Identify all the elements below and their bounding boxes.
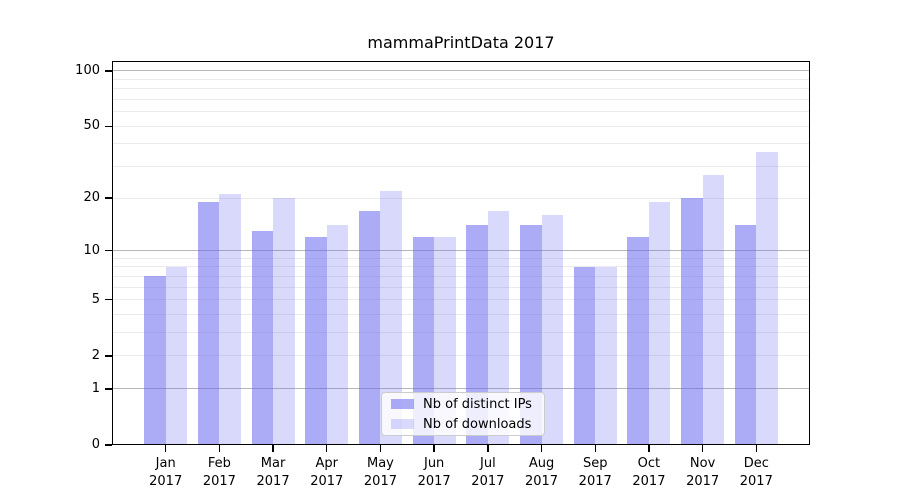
x-tick-label-aug: Aug 2017 bbox=[524, 456, 559, 489]
bar-downloads-feb bbox=[219, 194, 241, 445]
y-tick-label-1: 1 bbox=[91, 380, 100, 396]
y-tick-mark-5 bbox=[105, 299, 112, 301]
chart-title: mammaPrintData 2017 bbox=[367, 33, 555, 52]
y-tick-mark-0 bbox=[105, 444, 112, 446]
minor-gridline-70 bbox=[112, 98, 810, 100]
y-tick-label-5: 5 bbox=[91, 291, 100, 307]
bar-downloads-mar bbox=[273, 198, 295, 445]
bar-distinct-ips-feb bbox=[197, 202, 220, 445]
bar-distinct-ips-aug bbox=[520, 225, 542, 445]
y-tick-label-50: 50 bbox=[83, 118, 100, 134]
bar-downloads-may bbox=[380, 190, 402, 445]
minor-gridline-7 bbox=[112, 275, 810, 277]
y-tick-label-10: 10 bbox=[83, 242, 100, 258]
x-tick-label-feb: Feb 2017 bbox=[202, 456, 236, 489]
x-tick-mark-jul bbox=[487, 445, 489, 452]
bar-distinct-ips-jul bbox=[466, 225, 488, 445]
legend-label-distinct-ips: Nb of distinct IPs bbox=[423, 396, 532, 412]
minor-gridline-80 bbox=[112, 88, 810, 90]
minor-gridline-9 bbox=[112, 257, 810, 259]
x-tick-mark-nov bbox=[701, 445, 704, 452]
legend-row-distinct-ips: Nb of distinct IPs bbox=[391, 397, 544, 412]
x-tick-mark-sep bbox=[594, 445, 596, 452]
x-tick-label-jul: Jul 2017 bbox=[471, 456, 505, 489]
bar-downloads-dec bbox=[756, 152, 778, 445]
x-tick-mark-may bbox=[379, 445, 382, 452]
bar-downloads-nov bbox=[702, 174, 725, 445]
bar-distinct-ips-mar bbox=[251, 231, 274, 445]
x-tick-label-jun: Jun 2017 bbox=[417, 456, 451, 489]
x-tick-mark-mar bbox=[272, 445, 274, 452]
major-gridline-10 bbox=[112, 250, 810, 252]
x-tick-mark-dec bbox=[755, 445, 757, 452]
bar-distinct-ips-nov bbox=[681, 198, 703, 445]
bar-downloads-oct bbox=[648, 202, 671, 445]
x-tick-mark-jan bbox=[164, 445, 167, 452]
bar-distinct-ips-apr bbox=[305, 237, 327, 445]
bar-downloads-jan bbox=[165, 266, 188, 445]
bar-distinct-ips-sep bbox=[573, 266, 596, 445]
bar-distinct-ips-dec bbox=[734, 225, 757, 445]
y-tick-mark-20 bbox=[105, 197, 112, 199]
x-tick-label-oct: Oct 2017 bbox=[632, 456, 666, 489]
minor-gridline-50 bbox=[112, 125, 810, 127]
major-gridline-100 bbox=[112, 70, 810, 72]
y-tick-label-100: 100 bbox=[75, 62, 100, 78]
plot-area: Nb of distinct IPs Nb of downloads 0 1 2 5 1… bbox=[75, 61, 810, 489]
bar-downloads-jul bbox=[487, 210, 510, 445]
y-tick-mark-100 bbox=[105, 70, 112, 72]
minor-gridline-3 bbox=[112, 332, 810, 334]
legend: Nb of distinct IPs Nb of downloads bbox=[381, 392, 545, 436]
legend-label-downloads: Nb of downloads bbox=[423, 416, 532, 432]
y-tick-label-2: 2 bbox=[91, 347, 100, 363]
y-tick-mark-10 bbox=[105, 249, 112, 252]
minor-gridline-4 bbox=[112, 314, 810, 316]
x-tick-mark-oct bbox=[648, 445, 650, 452]
bar-distinct-ips-jan bbox=[144, 276, 166, 445]
minor-gridline-60 bbox=[112, 111, 810, 113]
x-tick-mark-feb bbox=[218, 445, 221, 452]
legend-swatch-distinct-ips bbox=[391, 399, 414, 409]
bar-distinct-ips-oct bbox=[627, 237, 649, 445]
x-tick-label-mar: Mar 2017 bbox=[256, 456, 290, 489]
x-tick-mark-apr bbox=[326, 445, 328, 452]
x-tick-label-nov: Nov 2017 bbox=[686, 456, 720, 489]
minor-gridline-90 bbox=[112, 78, 810, 80]
minor-gridline-6 bbox=[112, 286, 810, 288]
x-tick-label-apr: Apr 2017 bbox=[310, 456, 344, 489]
x-tick-label-sep: Sep 2017 bbox=[578, 456, 612, 489]
minor-gridline-2 bbox=[112, 355, 810, 357]
x-tick-mark-aug bbox=[540, 445, 543, 452]
y-tick-label-0: 0 bbox=[91, 437, 100, 452]
minor-gridline-8 bbox=[112, 266, 810, 268]
x-tick-mark-jun bbox=[433, 445, 435, 452]
bar-downloads-apr bbox=[326, 225, 349, 445]
minor-gridline-20 bbox=[112, 197, 810, 199]
x-tick-label-may: May 2017 bbox=[363, 456, 397, 489]
x-tick-label-dec: Dec 2017 bbox=[739, 456, 773, 489]
y-tick-mark-2 bbox=[105, 355, 112, 357]
major-gridline-1 bbox=[112, 388, 810, 390]
y-tick-label-20: 20 bbox=[83, 190, 100, 206]
legend-row-downloads: Nb of downloads bbox=[391, 417, 544, 432]
minor-gridline-5 bbox=[112, 299, 810, 301]
minor-gridline-40 bbox=[112, 143, 810, 145]
bar-downloads-sep bbox=[595, 266, 617, 445]
bar-distinct-ips-may bbox=[358, 210, 381, 445]
bar-downloads-aug bbox=[541, 215, 564, 445]
y-tick-mark-1 bbox=[105, 388, 112, 390]
minor-gridline-30 bbox=[112, 166, 810, 168]
legend-swatch-downloads bbox=[391, 419, 414, 429]
y-tick-mark-50 bbox=[105, 125, 112, 127]
x-tick-label-jan: Jan 2017 bbox=[149, 456, 183, 489]
